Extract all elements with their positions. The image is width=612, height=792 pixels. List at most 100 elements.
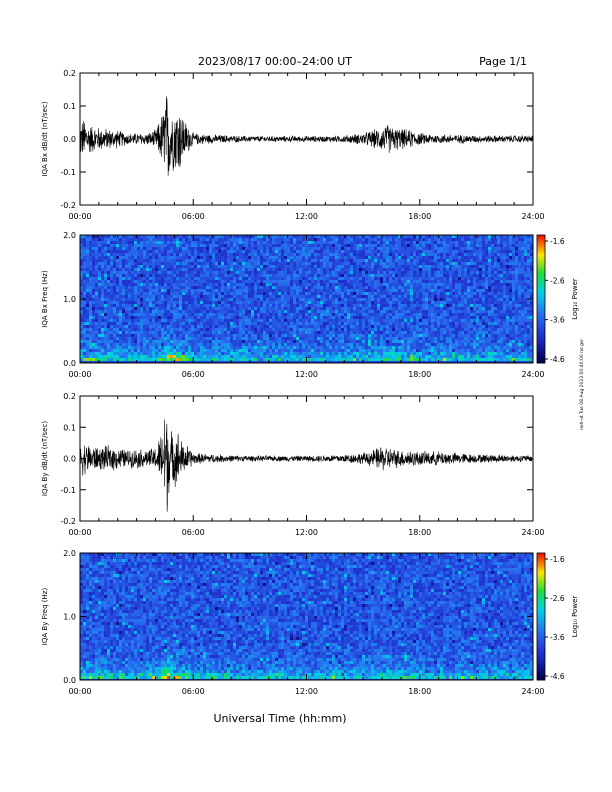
colorbar-segment [537,260,545,264]
colorbar-segment [537,555,545,558]
by-colorbar: -1.6 -2.6 -3.6 -4.6 Log₁₀ Power [536,552,579,681]
colorbar-segment [537,574,545,577]
colorbar-frame [536,234,546,364]
colorbar-segment [537,597,545,601]
colorbar-segment [537,237,545,240]
colorbar-segment [537,576,545,579]
colorbar-segment [537,284,545,287]
x-axis-title: Universal Time (hh:mm) [214,712,347,725]
colorbar-segment [537,603,545,607]
y-tick-label: 2.0 [63,549,76,558]
colorbar-segment [537,669,545,673]
colorbar-segment [537,350,545,353]
colorbar-segment [537,316,545,319]
colorbar-segment [537,299,545,302]
colorbar-segment [537,286,545,289]
colorbar-segment [537,301,545,304]
colorbar-segment [537,322,545,326]
x-tick-label: 00:00 [68,212,91,221]
colorbar-segment [537,320,545,323]
colorbar-segment [537,262,545,266]
colorbar-tick-label: -2.6 [550,276,565,285]
colorbar-segment [537,328,545,332]
colorbar-segment [537,271,545,274]
x-tick-label: 12:00 [295,528,318,537]
colorbar-tick-label: -3.6 [550,316,565,325]
colorbar-segment [537,245,545,249]
colorbar-segment [537,294,545,298]
colorbar-segment [537,273,545,277]
colorbar-tick-label: -3.6 [550,633,565,642]
colorbar-segment [537,264,545,268]
colorbar-segment [537,277,545,281]
colorbar-tick-label: -4.6 [550,672,565,681]
colorbar-segment [537,563,545,567]
x-tick-label: 00:00 [68,687,91,696]
bx-dbdt-panel: 00:00 06:00 12:00 18:00 24:00 0.2 0.1 0.0 -0.1 -0… [41,69,545,221]
colorbar-segment [537,288,545,291]
y-axis-label: IQA Bx Freq (Hz) [41,270,49,328]
colorbar-segment [537,618,545,622]
colorbar-segment [537,247,545,251]
colorbar-segment [537,269,545,272]
y-tick-label: -0.2 [60,201,76,210]
colorbar-segment [537,557,545,560]
colorbar-segment [537,580,545,584]
y-tick-label: -0.1 [60,486,76,495]
colorbar-segment [537,584,545,588]
colorbar-segment [537,337,545,341]
colorbar-segment [537,582,545,586]
y-tick-label: 0.2 [63,69,76,78]
colorbar-segment [537,279,545,283]
y-tick-label: 1.0 [63,613,76,622]
colorbar-segment [537,646,545,649]
colorbar-segment [537,608,545,611]
colorbar-segment [537,635,545,639]
x-tick-label: 12:00 [295,212,318,221]
colorbar-segment [537,326,545,330]
colorbar-segment [537,352,545,355]
y-tick-label: 2.0 [63,231,76,240]
colorbar-segment [537,586,545,590]
colorbar-segment [537,239,545,242]
x-tick-label: 18:00 [408,370,431,379]
colorbar-frame [536,552,546,681]
colorbar-segment [537,569,545,573]
x-tick-label: 18:00 [408,687,431,696]
colorbar-segment [537,241,545,245]
by-dbdt-panel: 00:00 06:00 12:00 18:00 24:00 0.2 0.1 0.0 -0.1 -0… [41,392,545,537]
colorbar-segment [537,622,545,626]
colorbar-segment [537,572,545,575]
colorbar-segment [537,665,545,668]
x-tick-label: 06:00 [182,212,205,221]
y-tick-label: 0.2 [63,392,76,401]
colorbar-segment [537,348,545,351]
colorbar-segment [537,335,545,338]
y-tick-label: 0.0 [63,676,76,685]
colorbar-segment [537,627,545,630]
by-spectrogram-panel: 00:00 06:00 12:00 18:00 24:00 2.0 1.0 0.0 IQA By… [41,549,545,696]
colorbar-segment [537,296,545,300]
colorbar-segment [537,610,545,613]
colorbar-segment [537,644,545,647]
colorbar-segment [537,654,545,658]
figure-title: 2023/08/17 00:00–24:00 UT [198,55,352,68]
colorbar-segment [537,624,545,628]
colorbar-tick-label: -1.6 [550,237,565,246]
y-tick-label: 0.0 [63,135,76,144]
colorbar-segment [537,631,545,634]
colorbar-segment [537,313,545,317]
colorbar-segment [537,565,545,569]
colorbar-segment [537,612,545,615]
colorbar-segment [537,663,545,666]
colorbar-segment [537,258,545,262]
y-tick-label: -0.1 [60,168,76,177]
colorbar-segment [537,275,545,279]
colorbar-segment [537,650,545,653]
colorbar-segment [537,356,545,360]
colorbar-segment [537,331,545,334]
colorbar-segment [537,303,545,306]
colorbar-segment [537,267,545,270]
y-tick-label: 0.0 [63,359,76,368]
